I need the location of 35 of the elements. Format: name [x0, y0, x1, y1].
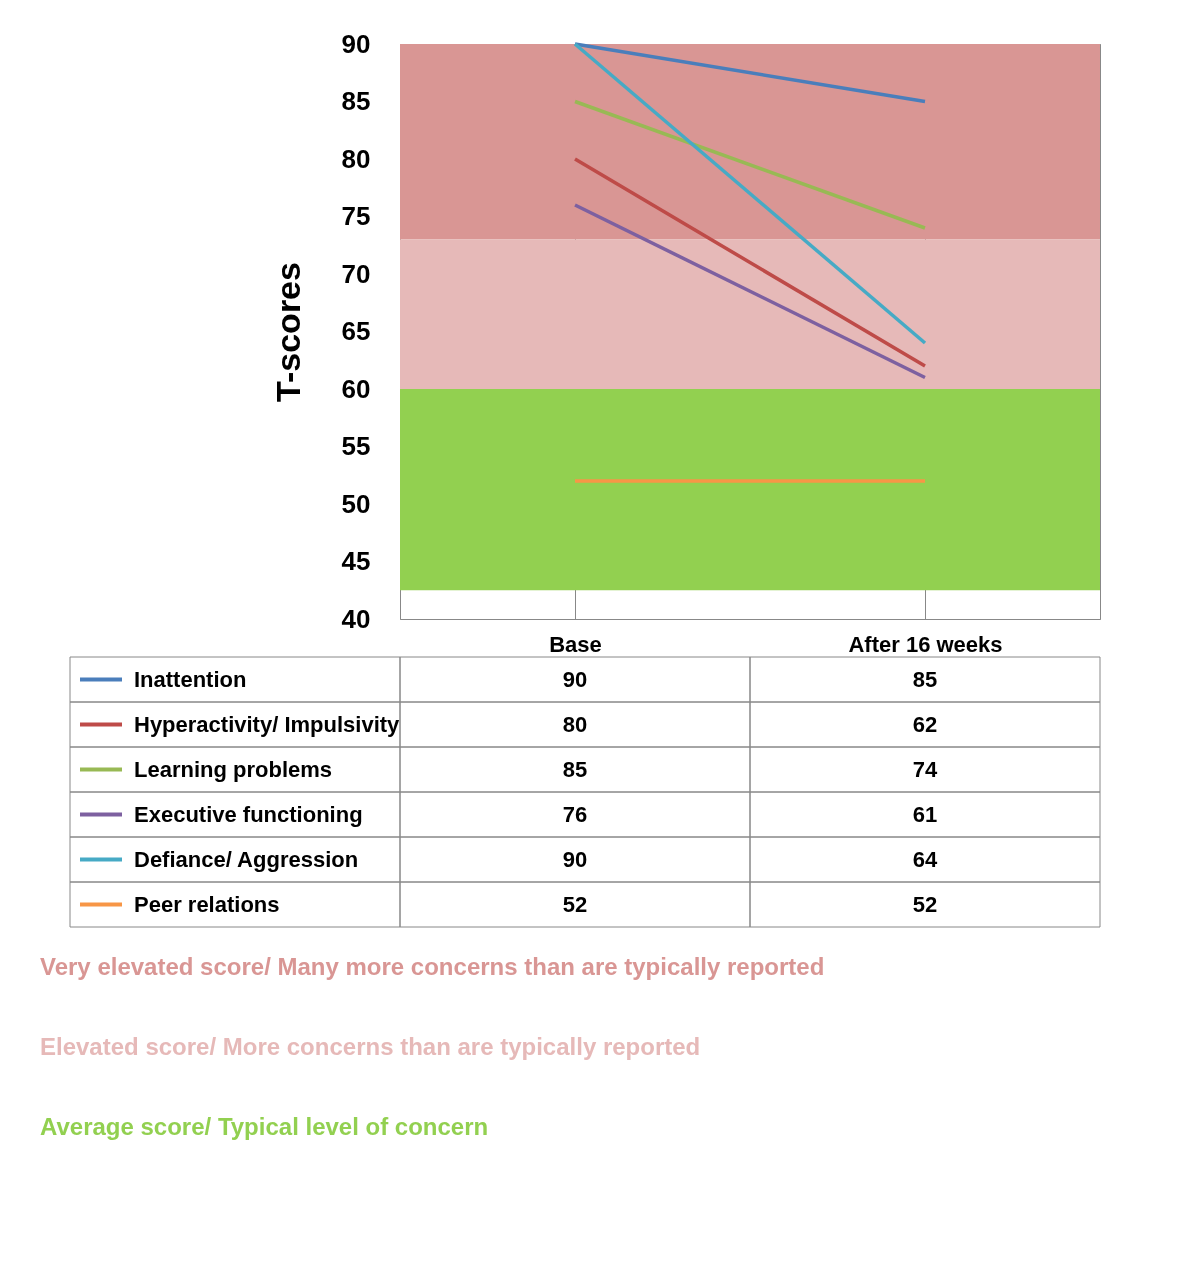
- band-label: Average score/ Typical level of concern: [40, 1113, 489, 1140]
- y-axis-title: T-scores: [268, 262, 307, 402]
- data-label: 64: [912, 846, 938, 872]
- data-label: 90: [562, 666, 588, 692]
- band-label: Very elevated score/ Many more concerns than are typically reported: [40, 953, 825, 980]
- data-label: 76: [562, 801, 588, 827]
- y-tick-label: 70: [341, 258, 371, 289]
- y-tick-label: 55: [341, 431, 371, 461]
- x-tick-label: Base: [549, 631, 602, 657]
- data-label: 61: [912, 801, 938, 827]
- y-tick-label: 85: [341, 86, 371, 116]
- data-label: 80: [562, 711, 588, 737]
- y-tick-label: 50: [341, 488, 371, 519]
- data-label: 52: [562, 891, 588, 917]
- y-tick-label: 65: [341, 316, 371, 346]
- legend-label: Learning problems: [134, 756, 333, 782]
- y-tick-label: 40: [341, 603, 371, 634]
- data-label: 85: [912, 666, 938, 692]
- legend-label: Defiance/ Aggression: [134, 846, 359, 872]
- y-tick-label: 80: [341, 143, 371, 174]
- data-label: 74: [912, 756, 938, 782]
- data-label: 62: [912, 711, 938, 737]
- y-tick-label: 90: [341, 28, 371, 59]
- legend-label: Hyperactivity/ Impulsivity: [134, 711, 401, 737]
- x-tick-label: After 16 weeks: [848, 631, 1003, 657]
- legend-label: Executive functioning: [134, 801, 363, 827]
- y-tick-label: 45: [341, 546, 371, 576]
- legend-label: Peer relations: [134, 891, 280, 917]
- data-label: 85: [562, 756, 588, 782]
- legend-label: Inattention: [134, 666, 247, 692]
- data-label: 52: [912, 891, 938, 917]
- data-label: 90: [562, 846, 588, 872]
- band-label: Elevated score/ More concerns than are typically reported: [40, 1033, 701, 1060]
- y-tick-label: 75: [341, 201, 371, 231]
- y-tick-label: 60: [341, 373, 371, 404]
